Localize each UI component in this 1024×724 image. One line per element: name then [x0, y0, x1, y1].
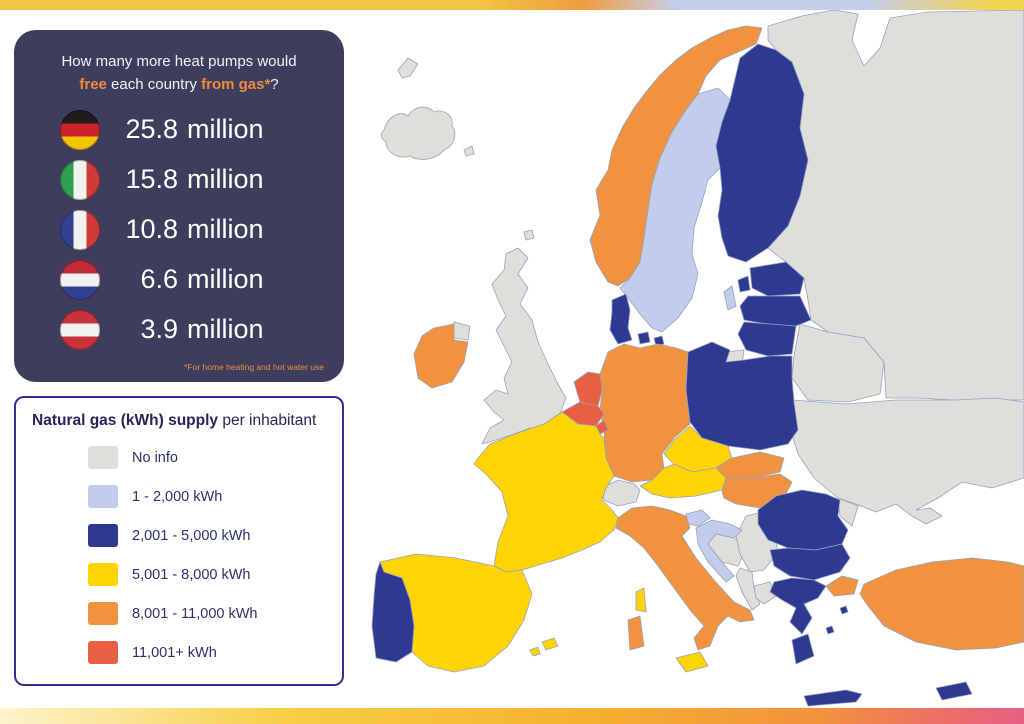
jan-mayen-island [397, 57, 419, 79]
sicily-island [675, 651, 709, 673]
legend-swatch-5001-8000 [88, 563, 118, 586]
peloponnese [791, 633, 815, 665]
shetland-islands [523, 229, 535, 241]
legend-item: 11,001+ kWh [16, 633, 342, 672]
heat-pump-row: 15.8 million [60, 155, 344, 205]
heat-pump-value: 6.6 million [140, 264, 264, 294]
country-turkey [859, 557, 1024, 651]
legend-swatch-no-info [88, 446, 118, 469]
legend-label: 2,001 - 5,000 kWh [132, 527, 251, 544]
turkish-thrace [825, 575, 859, 597]
legend-title: Natural gas (kWh) supply per inhabitant [32, 412, 342, 430]
country-cyprus [935, 681, 973, 701]
legend-swatch-2001-5000 [88, 524, 118, 547]
heat-pump-row: 3.9 million [60, 305, 344, 355]
legend-panel: Natural gas (kWh) supply per inhabitant … [14, 396, 344, 686]
heat-pump-value: 15.8 million [125, 164, 264, 194]
sardinia-island [627, 615, 645, 651]
corsica-island [635, 587, 647, 613]
country-northern-ireland [453, 321, 471, 341]
aegean-island-1 [825, 625, 835, 635]
europe-map-svg [371, 10, 1024, 707]
title-mid: each country [106, 76, 202, 94]
country-ukraine [789, 397, 1024, 525]
country-albania [735, 567, 761, 611]
legend-swatch-11001-plus [88, 641, 118, 664]
legend-label: 11,001+ kWh [132, 644, 217, 661]
title-end: ? [270, 76, 279, 94]
country-iceland [380, 106, 456, 160]
legend-swatch-1-2000 [88, 485, 118, 508]
title-free: free [79, 76, 107, 94]
heat-pump-row: 10.8 million [60, 205, 344, 255]
aegean-island-2 [839, 605, 849, 615]
country-netherlands [573, 371, 603, 407]
country-moldova [837, 497, 859, 527]
legend-item: 2,001 - 5,000 kWh [16, 516, 342, 555]
country-ireland [413, 323, 469, 389]
heat-pump-panel: How many more heat pumps would free each… [14, 30, 344, 382]
country-croatia [695, 519, 743, 583]
crete-island [803, 689, 863, 707]
europe-map [356, 10, 1024, 708]
bottom-border-bar [0, 708, 1024, 724]
heat-pump-row: 6.6 million [60, 255, 344, 305]
austria-flag-icon [60, 309, 100, 350]
country-greece [769, 577, 827, 635]
country-estonia [749, 261, 805, 297]
country-latvia [739, 295, 812, 327]
legend-label: 5,001 - 8,000 kWh [132, 566, 251, 583]
heat-pump-value: 10.8 million [125, 214, 264, 244]
country-north-macedonia [753, 581, 777, 605]
country-finland [715, 43, 809, 263]
legend-item: 8,001 - 11,000 kWh [16, 594, 342, 633]
country-united-kingdom [481, 247, 567, 445]
legend-title-bold: Natural gas (kWh) supply [32, 412, 219, 429]
heat-pump-row: 25.8 million [60, 105, 344, 155]
country-bulgaria [769, 543, 851, 581]
france-flag-icon [60, 209, 100, 250]
legend-title-rest: per inhabitant [218, 412, 317, 429]
top-border-bar [0, 0, 1024, 10]
legend-item: 1 - 2,000 kWh [16, 477, 342, 516]
country-france [473, 411, 619, 573]
country-denmark [609, 293, 633, 345]
balearic-island-1 [541, 637, 559, 651]
gotland-island [723, 285, 737, 311]
faroe-islands [463, 145, 475, 157]
italy-flag-icon [60, 159, 100, 200]
balearic-island-2 [529, 646, 541, 657]
panel-title: How many more heat pumps would free each… [28, 50, 330, 97]
zealand-island [637, 331, 651, 345]
title-from-gas: from gas* [201, 76, 271, 94]
legend-label: No info [132, 449, 178, 466]
country-austria [639, 463, 727, 499]
netherlands-flag-icon [60, 259, 100, 300]
country-switzerland [601, 479, 641, 507]
legend-label: 1 - 2,000 kWh [132, 488, 223, 505]
legend-items: No info 1 - 2,000 kWh 2,001 - 5,000 kWh … [16, 438, 342, 672]
title-line1: How many more heat pumps would [61, 53, 297, 70]
heat-pump-value: 25.8 million [125, 114, 264, 144]
heat-pump-value: 3.9 million [140, 314, 264, 344]
country-italy [615, 505, 755, 651]
legend-label: 8,001 - 11,000 kWh [132, 605, 258, 622]
legend-item: 5,001 - 8,000 kWh [16, 555, 342, 594]
country-portugal [371, 561, 415, 663]
funen-island [653, 335, 665, 347]
country-romania [757, 489, 849, 551]
footnote: *For home heating and hot water use [184, 362, 324, 372]
country-poland [685, 341, 799, 451]
country-lithuania [737, 321, 797, 357]
legend-item: No info [16, 438, 342, 477]
germany-flag-icon [60, 109, 100, 150]
country-belarus [791, 323, 885, 403]
saaremaa-island [737, 275, 751, 293]
heat-pump-rows: 25.8 million 15.8 million 10.8 million 6.6 m… [14, 105, 344, 355]
legend-swatch-8001-11000 [88, 602, 118, 625]
